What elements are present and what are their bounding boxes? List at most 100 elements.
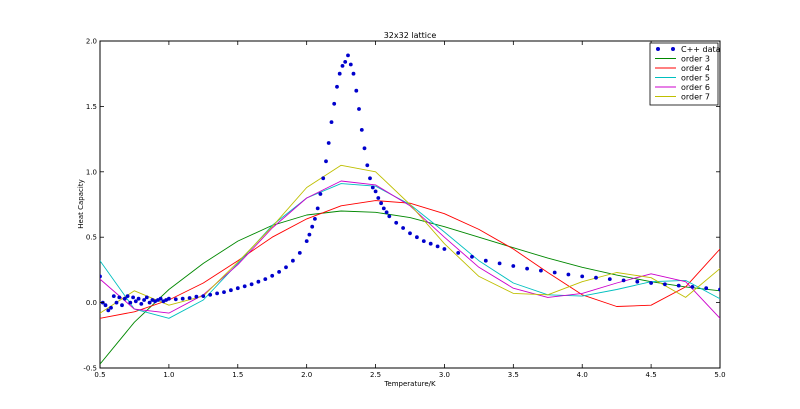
data-point [384,210,389,215]
data-point [120,303,124,308]
data-point [106,308,111,313]
data-point [525,266,529,271]
data-point [580,274,585,279]
x-tick-label: 4.5 [646,371,657,379]
legend-marker [656,47,660,51]
data-point [607,277,612,281]
y-axis-label: Heat Capacity [77,179,85,228]
data-point [340,64,345,68]
data-point [394,220,399,225]
data-point [379,201,383,206]
x-tick-label: 0.5 [94,371,105,379]
data-point [263,277,268,281]
data-point [180,296,185,301]
data-point [676,283,681,288]
data-point [324,159,328,164]
data-point [167,296,171,301]
data-point [326,141,331,145]
data-point [125,294,130,298]
data-point [470,254,474,259]
legend-label: order 5 [681,74,710,83]
x-tick-label: 1.0 [163,371,174,379]
data-point [649,281,653,285]
legend-label: order 3 [681,55,710,64]
data-point [313,217,317,221]
data-point [147,300,152,305]
data-point [111,294,116,298]
y-tick-label: -0.5 [83,365,97,373]
data-point [428,241,433,246]
scatter-points [100,53,720,313]
data-point [201,294,206,298]
data-point [368,176,372,181]
data-point [249,282,254,287]
data-point [131,295,136,300]
data-point [635,279,640,284]
data-point [208,292,213,297]
data-point [284,265,288,270]
data-point [173,297,178,302]
data-point [511,264,516,268]
data-point [291,258,295,263]
data-point [346,53,350,58]
x-tick-label: 1.5 [232,371,243,379]
data-point [415,235,419,240]
data-point [373,189,378,194]
data-point [483,258,488,263]
legend-label: C++ data [681,45,721,54]
data-point [117,295,122,300]
data-point [114,300,119,305]
data-point [401,226,405,230]
data-point [158,296,163,301]
data-point [307,232,312,237]
data-point [435,244,440,249]
data-point [370,185,375,190]
data-point [215,291,220,296]
legend-label: order 6 [681,83,710,92]
data-point [442,247,447,251]
y-tick-label: 0.0 [86,299,97,307]
data-point [122,296,127,301]
fit-line-3 [100,210,720,365]
x-axis-label: Temperature/K [383,380,436,388]
data-point [277,270,281,274]
data-point [354,88,359,93]
data-point [136,296,141,301]
data-point [704,286,709,291]
data-point [539,268,543,273]
data-point [235,286,240,291]
y-tick-label: 2.0 [86,38,97,46]
data-point [256,279,261,284]
data-point [194,294,199,299]
x-axis-ticks: 0.5 1.0 1.5 2.0 2.5 3.0 3.5 4.0 4.5 5.0 [94,41,726,379]
legend-box [649,42,719,106]
fit-line-4 [100,200,720,319]
legend-label: order 4 [681,64,710,73]
y-tick-label: 1.0 [86,168,97,176]
data-point [332,101,337,106]
x-tick-label: 2.5 [370,371,381,379]
data-point [142,298,147,302]
data-point [663,282,667,287]
data-point [359,127,364,132]
data-point [621,278,626,283]
data-point [187,296,192,300]
chart-title: 32x32 lattice [384,31,437,40]
x-tick-label: 2.0 [301,371,312,379]
data-point [456,251,461,255]
legend-marker [671,47,675,51]
y-axis-ticks: -0.5 0.0 0.5 1.0 1.5 2.0 [83,38,720,373]
data-point [304,239,309,244]
data-point [376,196,381,200]
x-tick-label: 3.5 [508,371,519,379]
data-point [133,299,138,304]
x-tick-label: 5.0 [714,371,725,379]
data-point [297,251,302,255]
data-point [222,290,226,294]
data-point [566,272,571,277]
data-point [381,206,386,211]
data-point [100,274,102,279]
data-point [365,163,370,168]
